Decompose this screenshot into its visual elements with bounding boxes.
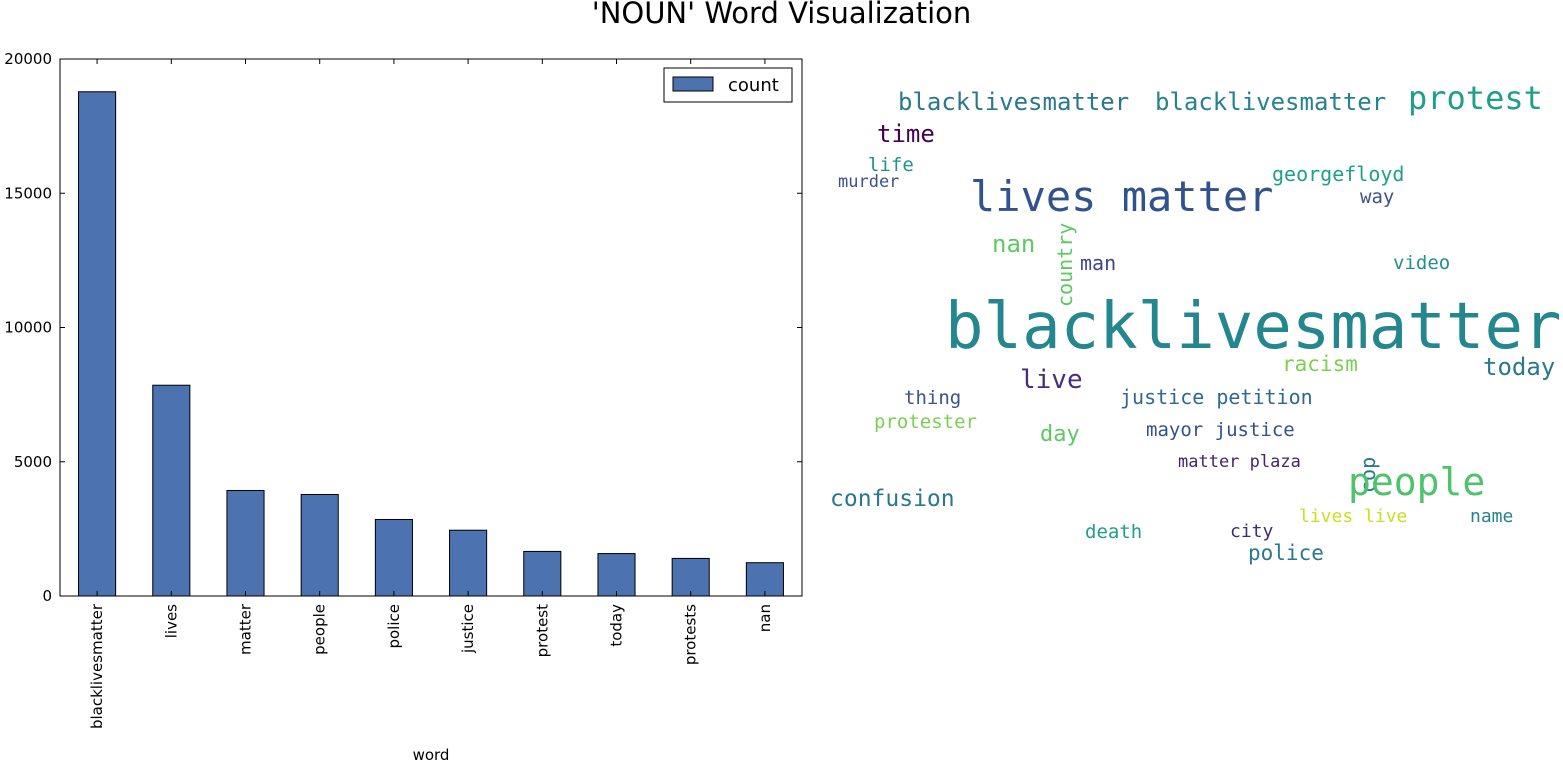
legend-swatch xyxy=(672,76,714,92)
wordcloud-word: time xyxy=(877,120,935,148)
x-tick-label: justice xyxy=(459,604,477,654)
x-tick-label: blacklivesmatter xyxy=(88,603,106,729)
wordcloud-word: day xyxy=(1040,422,1080,447)
wordcloud-word: blacklivesmatter xyxy=(945,290,1562,364)
x-tick-label: today xyxy=(608,604,626,647)
bar-protest xyxy=(523,550,562,597)
wordcloud-word: way xyxy=(1360,186,1395,208)
wordcloud-word: justice petition xyxy=(1120,385,1313,409)
wordcloud-word: lives live xyxy=(1299,506,1408,527)
wordcloud-word: death xyxy=(1085,521,1143,543)
wordcloud-word: blacklivesmatter xyxy=(1155,88,1387,116)
wordcloud-word: confusion xyxy=(830,486,955,512)
bar-lives xyxy=(152,384,191,597)
chart-title: 'NOUN' Word Visualization xyxy=(591,0,972,30)
wordcloud-word: protester xyxy=(874,411,977,433)
y-tick-label: 10000 xyxy=(4,319,52,337)
x-tick-label: protests xyxy=(682,604,700,665)
wordcloud-word: murder xyxy=(838,172,900,192)
wordcloud-word: man xyxy=(1080,251,1117,275)
x-tick-label: nan xyxy=(756,604,774,632)
wordcloud-word: country xyxy=(1053,222,1077,307)
wordcloud-word: today xyxy=(1483,353,1556,381)
bar-blacklivesmatter xyxy=(78,91,117,597)
wordcloud-word: life xyxy=(868,154,914,176)
bar-protests xyxy=(671,557,710,597)
wordcloud-word: mayor justice xyxy=(1146,419,1295,441)
wordcloud-word: people xyxy=(1348,460,1486,504)
y-tick-label: 15000 xyxy=(4,184,52,202)
wordcloud-word: racism xyxy=(1282,352,1358,376)
bar-matter xyxy=(226,489,265,597)
wordcloud-word: city xyxy=(1230,521,1274,542)
y-tick-label: 20000 xyxy=(4,50,52,68)
wordcloud-word: nan xyxy=(992,230,1036,258)
wordcloud-word: matter plaza xyxy=(1178,452,1301,472)
x-tick-label: protest xyxy=(533,604,551,657)
bar-justice xyxy=(449,529,488,597)
y-tick-label: 5000 xyxy=(14,453,52,471)
legend-label: count xyxy=(728,75,779,96)
wordcloud-word: lives matter xyxy=(970,172,1274,221)
bar-police xyxy=(374,518,413,597)
wordcloud-word: police xyxy=(1248,541,1324,565)
bar-people xyxy=(300,494,339,597)
bar-today xyxy=(597,553,636,597)
wordcloud-word: video xyxy=(1393,252,1451,274)
x-tick-label: matter xyxy=(237,603,255,655)
x-tick-label: people xyxy=(311,604,329,655)
wordcloud-word: name xyxy=(1470,506,1514,527)
wordcloud-word: live xyxy=(1020,365,1083,395)
bar-nan xyxy=(745,562,784,597)
x-tick-label: police xyxy=(385,604,403,649)
word-cloud: blacklivesmatter lives matter blacklivesma… xyxy=(820,70,1562,590)
wordcloud-word: protest xyxy=(1408,79,1543,117)
x-axis-label: word xyxy=(413,746,450,763)
y-tick-label: 0 xyxy=(42,587,52,605)
x-tick-label: lives xyxy=(162,604,180,638)
bar-chart: 0 5000 10000 15000 20000 blacklivesmatter live… xyxy=(4,50,803,763)
wordcloud-word: georgefloyd xyxy=(1272,162,1405,186)
wordcloud-word: blacklivesmatter xyxy=(898,88,1130,116)
wordcloud-word: thing xyxy=(904,387,962,409)
